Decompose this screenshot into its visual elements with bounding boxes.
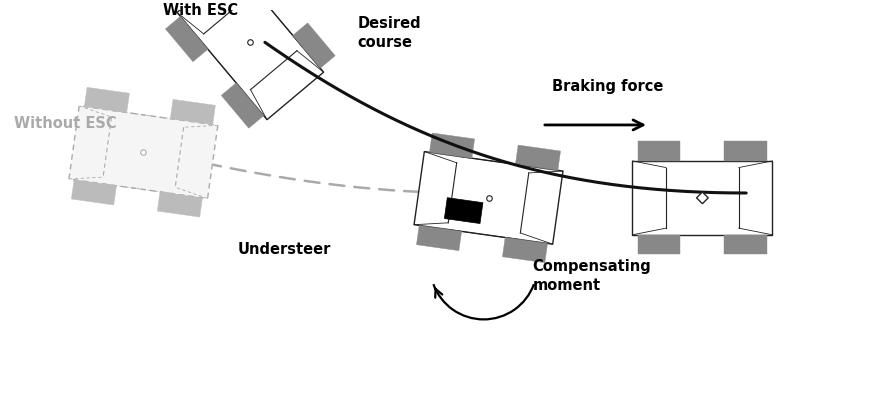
Polygon shape: [414, 152, 563, 244]
Polygon shape: [237, 0, 279, 2]
Polygon shape: [637, 235, 680, 254]
Polygon shape: [166, 16, 208, 62]
Polygon shape: [221, 83, 264, 128]
Text: Braking force: Braking force: [552, 79, 663, 94]
Polygon shape: [157, 192, 203, 217]
Polygon shape: [697, 192, 708, 204]
Polygon shape: [177, 0, 324, 120]
Polygon shape: [725, 235, 767, 254]
Polygon shape: [632, 161, 773, 235]
Polygon shape: [503, 237, 547, 263]
Polygon shape: [170, 99, 216, 125]
Text: Without ESC: Without ESC: [14, 115, 117, 130]
Polygon shape: [430, 133, 475, 158]
Polygon shape: [69, 106, 218, 199]
Polygon shape: [637, 141, 680, 161]
Text: With ESC: With ESC: [163, 3, 238, 18]
Polygon shape: [85, 87, 129, 112]
Text: Compensating
moment: Compensating moment: [533, 259, 651, 293]
Text: Understeer: Understeer: [237, 242, 331, 257]
Polygon shape: [72, 180, 116, 205]
Text: Desired
course: Desired course: [357, 16, 421, 50]
Polygon shape: [416, 225, 462, 251]
Polygon shape: [292, 23, 335, 68]
Polygon shape: [444, 198, 483, 224]
Polygon shape: [725, 141, 767, 161]
Polygon shape: [515, 145, 560, 170]
